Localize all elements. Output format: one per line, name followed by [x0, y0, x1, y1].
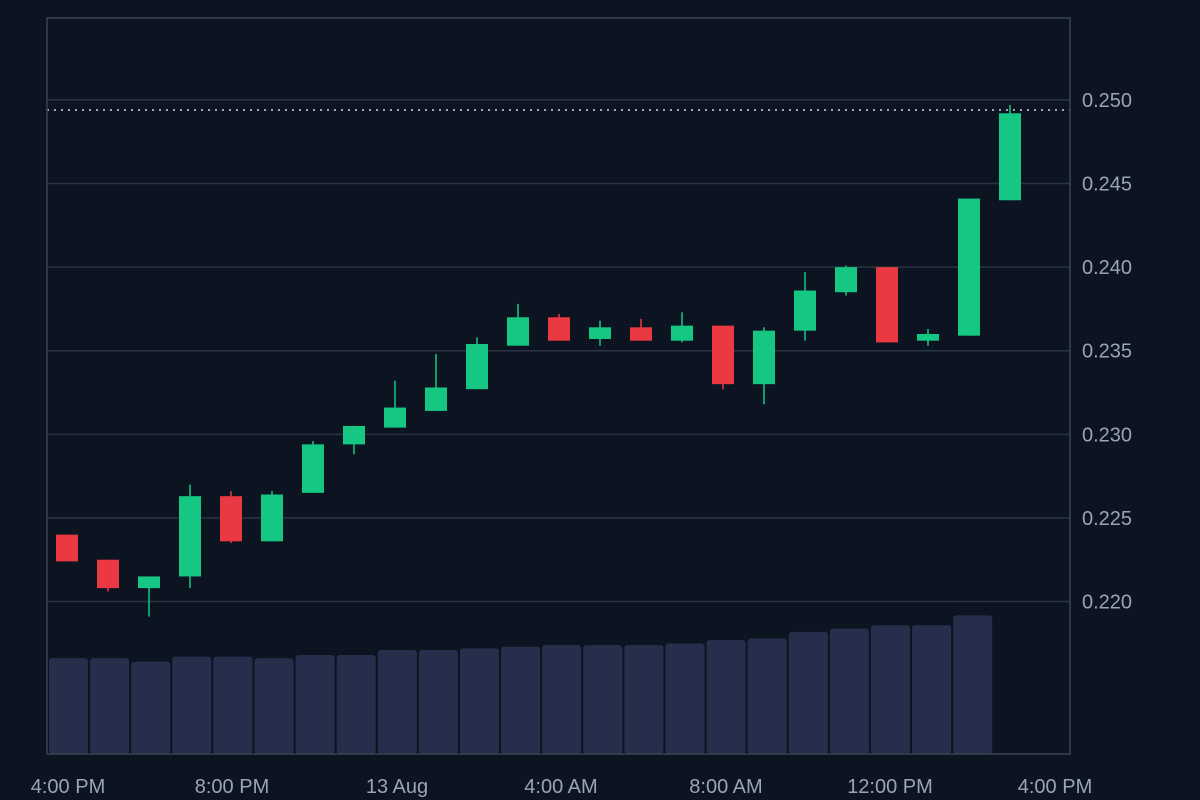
candle-up — [589, 320, 611, 346]
candle-up — [999, 104, 1021, 201]
volume-bar — [172, 656, 212, 754]
candle-down — [630, 318, 652, 341]
candle-up — [302, 441, 324, 493]
volume-bar — [377, 650, 417, 754]
x-axis-ticks: 4:00 PM 8:00 PM 13 Aug 4:00 AM 8:00 AM 12:00 … — [31, 776, 1092, 798]
volume-bar — [706, 640, 746, 754]
volume-bar — [953, 615, 993, 754]
volume-bar — [788, 631, 828, 754]
candle-up — [261, 491, 283, 542]
candle-up — [794, 272, 816, 341]
y-tick-label: 0.225 — [1082, 508, 1132, 530]
candle-body — [97, 559, 119, 589]
candle-body — [425, 387, 447, 411]
volume-bar — [624, 645, 664, 754]
volume-bar — [583, 645, 623, 754]
candle-body — [548, 317, 570, 341]
candle-up — [958, 198, 980, 336]
volume-bar — [501, 646, 541, 754]
volume-bar — [295, 655, 335, 754]
grid-lines — [47, 99, 1070, 603]
x-tick-label: 8:00 PM — [195, 776, 269, 798]
x-tick-label: 8:00 AM — [689, 776, 762, 798]
candle-down — [220, 491, 242, 543]
candle-body — [712, 325, 734, 385]
candle-body — [302, 444, 324, 493]
candle-up — [507, 303, 529, 346]
candle-body — [794, 290, 816, 331]
candle-body — [220, 496, 242, 542]
y-axis-ticks: 0.220 0.225 0.230 0.235 0.240 0.245 0.250 — [1082, 90, 1132, 614]
candle-down — [712, 325, 734, 390]
candle-body — [999, 113, 1021, 201]
volume-bar — [542, 645, 582, 754]
candle-body — [138, 576, 160, 589]
y-tick-label: 0.220 — [1082, 592, 1132, 614]
volume-bar — [131, 661, 171, 754]
candle-up — [343, 425, 365, 455]
candle-body — [876, 267, 898, 343]
candle-body — [261, 494, 283, 542]
candlesticks — [56, 104, 1021, 617]
candle-down — [97, 559, 119, 592]
volume-bar — [460, 648, 499, 754]
candle-up — [917, 328, 939, 346]
candle-body — [753, 330, 775, 385]
candle-up — [753, 327, 775, 405]
candle-up — [138, 576, 160, 617]
volume-bar — [871, 625, 910, 754]
candle-body — [179, 496, 201, 577]
volume-bar — [254, 658, 294, 754]
candle-up — [466, 337, 488, 390]
volume-bar — [665, 643, 705, 754]
y-tick-label: 0.245 — [1082, 174, 1132, 196]
candle-body — [56, 534, 78, 562]
volume-bar — [336, 655, 376, 754]
candle-body — [384, 407, 406, 428]
x-tick-label: 13 Aug — [366, 776, 428, 798]
candle-up — [671, 312, 693, 343]
candle-body — [671, 325, 693, 341]
candle-body — [917, 334, 939, 341]
candle-body — [630, 327, 652, 341]
candle-body — [507, 317, 529, 346]
volume-bar — [49, 658, 88, 754]
volume-bar — [213, 656, 253, 754]
candle-up — [384, 380, 406, 428]
y-tick-label: 0.235 — [1082, 341, 1132, 363]
candle-up — [835, 265, 857, 296]
candle-body — [835, 267, 857, 293]
y-tick-label: 0.230 — [1082, 424, 1132, 446]
candle-up — [179, 484, 201, 589]
x-tick-label: 4:00 AM — [524, 776, 597, 798]
x-tick-label: 12:00 PM — [847, 776, 933, 798]
y-tick-label: 0.250 — [1082, 90, 1132, 112]
volume-bar — [418, 650, 458, 754]
candle-body — [466, 344, 488, 390]
volume-bar — [829, 628, 869, 754]
volume-bars — [49, 615, 993, 754]
x-tick-label: 4:00 PM — [31, 776, 105, 798]
x-tick-label: 4:00 PM — [1018, 776, 1092, 798]
candle-body — [343, 425, 365, 445]
candle-down — [876, 267, 898, 343]
volume-bar — [90, 658, 130, 754]
candle-down — [56, 534, 78, 562]
candle-body — [589, 327, 611, 340]
plot-frame — [46, 17, 1071, 755]
volume-bar — [747, 638, 787, 754]
candle-body — [958, 198, 980, 336]
volume-bar — [912, 625, 952, 754]
candle-down — [548, 313, 570, 341]
candle-up — [425, 354, 447, 411]
y-tick-label: 0.240 — [1082, 257, 1132, 279]
